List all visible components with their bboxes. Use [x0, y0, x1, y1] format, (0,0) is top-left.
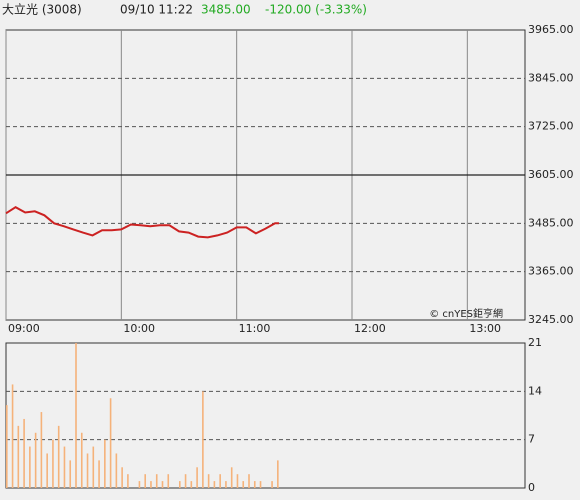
volume-bar [115, 453, 118, 488]
volume-bar [207, 474, 210, 488]
volume-bar [104, 439, 106, 488]
y-tick-label: 0 [528, 481, 535, 494]
volume-bar [271, 481, 273, 488]
volume-bar [179, 481, 181, 488]
x-tick-label: 13:00 [469, 322, 501, 335]
volume-bar [52, 439, 54, 488]
volume-bar [86, 453, 89, 488]
volume-bar [230, 467, 233, 488]
volume-bar [6, 405, 8, 488]
volume-bar [11, 384, 14, 488]
volume-bar [196, 467, 198, 488]
x-tick-label: 09:00 [8, 322, 40, 335]
volume-bar [248, 474, 250, 488]
volume-bar [40, 412, 43, 488]
quote-time: 09/10 11:22 [120, 3, 193, 17]
volume-bar [121, 467, 123, 488]
x-tick-label: 11:00 [239, 322, 271, 335]
volume-bar [92, 446, 95, 488]
volume-bar [219, 474, 221, 488]
y-tick-label: 7 [528, 433, 535, 446]
y-tick-label: 3365.00 [528, 265, 574, 278]
volume-bar [150, 481, 152, 488]
volume-bar [80, 432, 83, 488]
volume-bar [253, 481, 256, 488]
volume-bar [259, 481, 262, 488]
y-tick-label: 3485.00 [528, 216, 574, 229]
volume-bar [109, 398, 112, 488]
copyright: © cnYES鉅亨網 [429, 307, 503, 320]
volume-bar [57, 425, 60, 488]
volume-bar [98, 460, 100, 488]
volume-bar [161, 481, 164, 488]
stock-name: 大立光 (3008) [2, 2, 82, 17]
y-tick-label: 3965.00 [528, 23, 574, 36]
y-tick-label: 3605.00 [528, 168, 574, 181]
price-line [5, 206, 279, 239]
volume-bar [34, 432, 37, 488]
volume-bar [138, 481, 141, 488]
volume-bar [236, 474, 239, 488]
price: 3485.00 [201, 3, 251, 17]
volume-bar [155, 474, 158, 488]
volume-bar [127, 474, 129, 488]
y-tick-label: 21 [528, 336, 542, 349]
y-tick-label: 3845.00 [528, 71, 574, 84]
y-tick-label: 3245.00 [528, 313, 574, 326]
change: -120.00 (-3.33%) [265, 3, 367, 17]
volume-bar [213, 481, 216, 488]
volume-bar [242, 481, 245, 488]
volume-bar [144, 474, 146, 488]
volume-bar [184, 474, 187, 488]
volume-bar [75, 343, 77, 488]
volume-bar [202, 391, 204, 488]
x-tick-label: 12:00 [354, 322, 386, 335]
volume-bar [69, 460, 72, 488]
plot-area [5, 342, 526, 489]
y-tick-label: 3725.00 [528, 120, 574, 133]
x-tick-label: 10:00 [123, 322, 155, 335]
volume-bar [46, 453, 48, 488]
y-tick-label: 14 [528, 384, 542, 397]
volume-bar [63, 446, 66, 488]
volume-bar [190, 481, 193, 488]
volume-bar [167, 474, 170, 488]
volume-bar [225, 481, 227, 488]
volume-bar [23, 418, 25, 488]
volume-bar [29, 446, 31, 488]
volume-bar [17, 425, 20, 488]
volume-bar [277, 460, 279, 488]
